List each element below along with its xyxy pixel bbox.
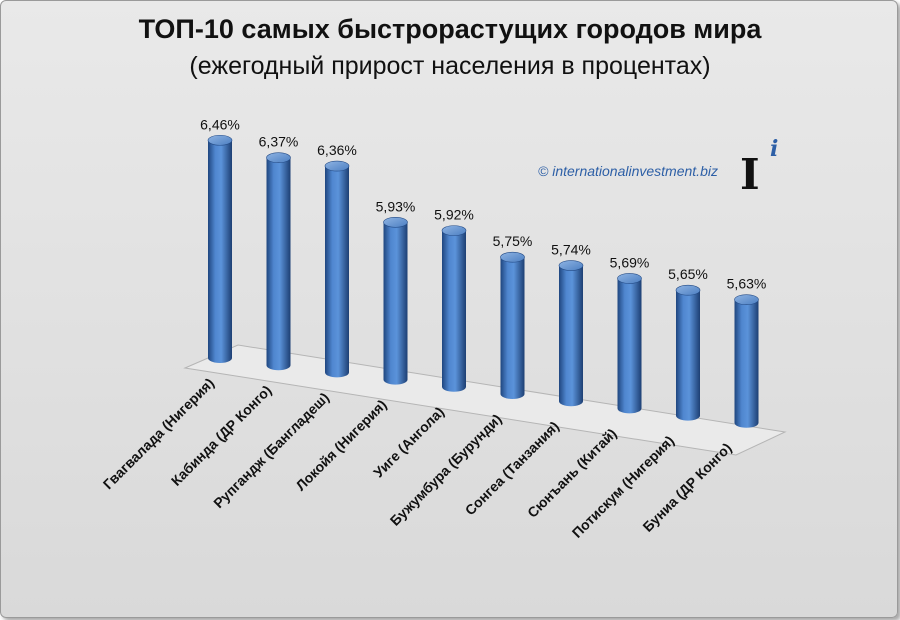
value-label: 6,37% [259, 134, 299, 150]
bar-body [734, 299, 759, 428]
category-label: Рупгандж (Бангладеш) [210, 389, 332, 511]
bar-body [208, 140, 232, 363]
category-label: Гвагвалада (Нигерия) [100, 375, 217, 492]
bar-top [500, 251, 525, 263]
bar-top [441, 225, 467, 236]
value-label: 5,65% [668, 266, 708, 282]
bar-top [558, 260, 584, 271]
value-labels-layer: 6,46% 6,37% 6,36% 5,93% 5,92% 5,75% 5,74% 5,69%… [200, 116, 766, 291]
value-label: 5,75% [493, 233, 533, 249]
bars-layer [207, 134, 759, 428]
value-label: 5,92% [434, 207, 474, 223]
chart-subtitle: (ежегодный прирост населения в процентах… [189, 52, 711, 80]
bar [324, 160, 350, 378]
bar-top [324, 160, 350, 172]
logo-letter-i: I [740, 150, 760, 199]
site-logo: I i [740, 136, 792, 199]
bar-body [266, 157, 291, 371]
value-label: 6,36% [317, 142, 357, 158]
value-label: 5,63% [727, 276, 767, 292]
bar-body [676, 290, 700, 421]
value-label: 5,69% [610, 254, 650, 270]
value-label: 5,93% [376, 198, 416, 214]
bar [383, 216, 408, 385]
bar [558, 260, 584, 407]
bar [207, 134, 233, 363]
bar [617, 273, 642, 414]
logo-superscript-i: i [770, 136, 779, 162]
bar-top [383, 216, 408, 228]
bar [675, 284, 701, 421]
bar-body [442, 230, 466, 392]
bar-top [266, 152, 291, 164]
bar [441, 225, 467, 392]
bar-top [675, 284, 701, 296]
bar-body [325, 166, 349, 378]
bar [734, 294, 759, 428]
value-label: 5,74% [551, 242, 591, 258]
source-watermark: © internationalinvestment.biz [538, 163, 718, 179]
bar-body [559, 265, 583, 407]
bar-top [207, 134, 233, 146]
bar [500, 251, 525, 399]
bar-top [734, 294, 759, 305]
chart-title: ТОП-10 самых быстрорастущих городов мира [138, 14, 762, 44]
category-label: Бужумбура (Бурунди) [387, 411, 505, 529]
bar-body [383, 222, 408, 385]
value-label: 6,46% [200, 116, 240, 132]
bar-body [500, 257, 525, 399]
bar [266, 152, 291, 371]
bar-top [617, 273, 642, 284]
bar-body [617, 278, 642, 414]
